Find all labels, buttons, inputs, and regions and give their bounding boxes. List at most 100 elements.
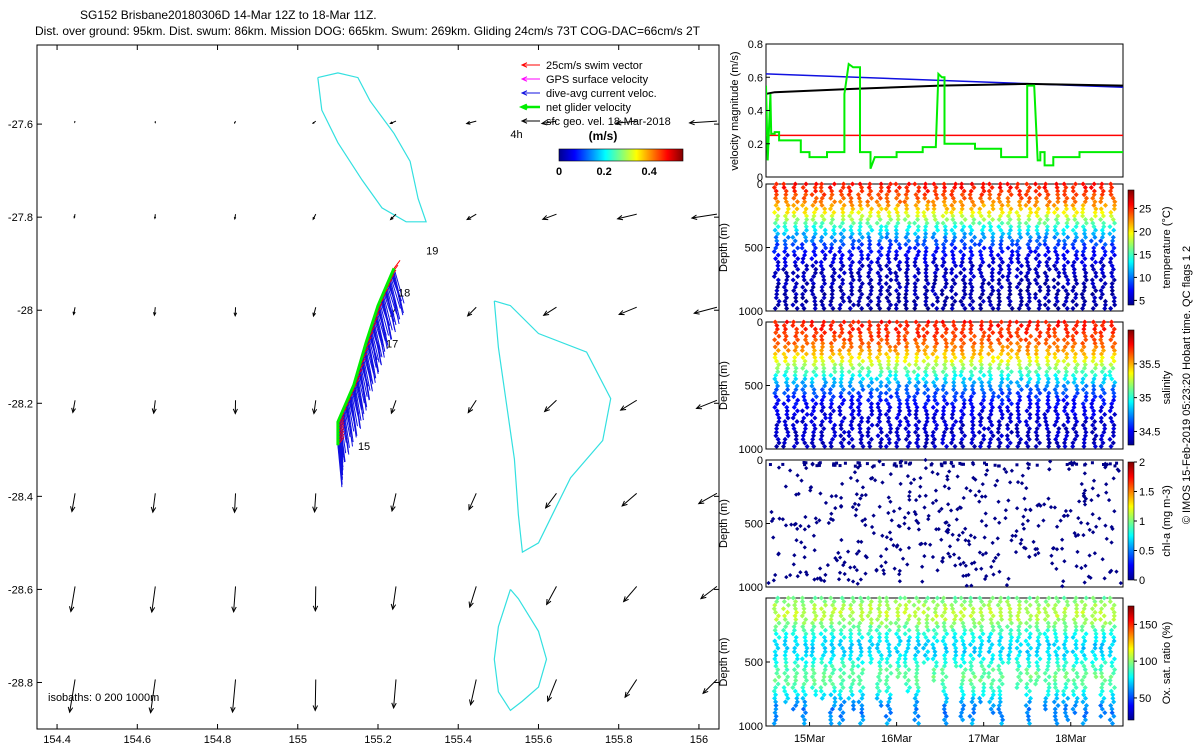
- geo-velocity-arrow: [153, 307, 156, 316]
- chla-point: [781, 462, 785, 466]
- temperature-point: [841, 195, 847, 201]
- temperature-point: [924, 288, 930, 294]
- chla-point: [838, 464, 842, 468]
- chla-ytick-label: 500: [745, 519, 763, 531]
- temperature-point: [888, 277, 894, 283]
- date-tick-label: 17Mar: [968, 733, 1000, 745]
- temperature-point: [838, 188, 844, 194]
- geo-velocity-arrow-head: [468, 504, 474, 511]
- temperature-point: [874, 199, 880, 205]
- temperature-point: [948, 288, 955, 294]
- chla-cbar-tick-label: 2: [1139, 457, 1145, 469]
- geo-velocity-arrow: [621, 492, 638, 507]
- chla-point: [943, 461, 947, 465]
- temperature-point: [791, 209, 797, 215]
- current-vector: [379, 301, 390, 336]
- temperature-point: [868, 266, 874, 272]
- geo-velocity-arrow: [390, 213, 397, 220]
- legend-label: dive-avg current veloc.: [546, 88, 657, 100]
- current-vector: [351, 389, 359, 417]
- geo-velocity-arrow-head: [150, 506, 157, 514]
- temperature-point: [912, 291, 918, 297]
- temperature-point: [848, 288, 855, 294]
- temperature-point: [922, 252, 928, 258]
- map-ytick-label: -28.4: [8, 491, 33, 503]
- temperature-point: [813, 266, 819, 272]
- temperature-point: [921, 213, 927, 219]
- geo-velocity-arrow: [542, 213, 557, 220]
- salinity-colorbar: [1127, 329, 1135, 446]
- geo-velocity-arrow-head: [312, 705, 318, 712]
- temperature-point: [818, 259, 824, 265]
- current-vector: [383, 290, 394, 317]
- temperature-point: [838, 256, 844, 262]
- geo-velocity-arrow: [617, 213, 637, 220]
- temperature-point: [800, 259, 806, 265]
- temperature-point: [794, 231, 800, 237]
- geo-velocity-arrow-head: [70, 506, 76, 513]
- temperature-point: [934, 305, 940, 312]
- temperature-cbar-tick-label: 20: [1139, 226, 1151, 238]
- temperature-point: [802, 249, 808, 255]
- temperature-point: [878, 224, 884, 230]
- temperature-point: [952, 199, 958, 205]
- temperature-point: [818, 185, 824, 191]
- current-vector: [354, 379, 363, 405]
- temperature-point: [958, 249, 964, 255]
- current-vector: [365, 343, 374, 374]
- temperature-point: [933, 273, 939, 280]
- temperature-point: [820, 273, 827, 280]
- temperature-point: [801, 195, 807, 201]
- geo-velocity-arrow: [152, 493, 156, 513]
- date-tick-label: 18Mar: [1055, 733, 1087, 745]
- geo-velocity-arrow-head: [541, 215, 549, 221]
- geo-velocity-arrow-head: [390, 505, 396, 513]
- geo-velocity-arrow-head: [152, 312, 157, 317]
- temperature-point: [831, 266, 837, 272]
- chla-point: [817, 462, 821, 466]
- temperature-point: [878, 227, 884, 233]
- map-xtick-label: 154.6: [124, 734, 152, 746]
- geo-velocity-arrow: [312, 307, 317, 317]
- temperature-point: [914, 213, 921, 219]
- temperature-point: [771, 249, 777, 255]
- current-vector: [359, 364, 368, 408]
- temperature-point: [801, 277, 807, 283]
- temperature-point: [962, 284, 968, 290]
- temperature-point: [865, 256, 871, 262]
- current-vector: [378, 303, 389, 346]
- geo-velocity-arrow: [468, 493, 477, 510]
- legend-arrow-head: [520, 76, 528, 82]
- temperature-point: [925, 281, 931, 287]
- temperature-point: [849, 217, 855, 223]
- geo-velocity-arrow: [545, 493, 557, 509]
- temperature-point: [784, 252, 791, 258]
- temperature-point: [885, 256, 891, 262]
- temperature-point: [851, 302, 857, 308]
- day-label: 15: [358, 441, 370, 453]
- current-vector: [351, 388, 360, 415]
- geo-velocity-arrow-head: [624, 691, 630, 699]
- temperature-point: [903, 284, 909, 290]
- temperature-point: [811, 273, 817, 280]
- temperature-point: [934, 298, 941, 304]
- temperature-point: [930, 259, 936, 265]
- temperature-point: [859, 252, 865, 258]
- temperature-point: [874, 259, 881, 265]
- temperature-point: [800, 256, 806, 262]
- current-vector: [347, 398, 355, 432]
- legend-label: sfc geo. vel. 18-Mar-2018: [546, 116, 671, 128]
- geo-velocity-arrow-head: [619, 405, 627, 411]
- temperature-point: [813, 188, 819, 194]
- temperature-point: [903, 234, 909, 240]
- temperature-point: [830, 259, 836, 265]
- velocity-ytick-label: 0: [757, 172, 763, 184]
- geo-velocity-arrow-head: [149, 606, 156, 614]
- temperature-point: [865, 252, 871, 258]
- temperature-point: [809, 256, 815, 262]
- chla-point: [1090, 461, 1094, 465]
- colorbar-tick-label: 0.2: [596, 166, 611, 178]
- temperature-point: [774, 291, 780, 297]
- date-tick-label: 15Mar: [794, 733, 826, 745]
- temperature-point: [847, 256, 853, 262]
